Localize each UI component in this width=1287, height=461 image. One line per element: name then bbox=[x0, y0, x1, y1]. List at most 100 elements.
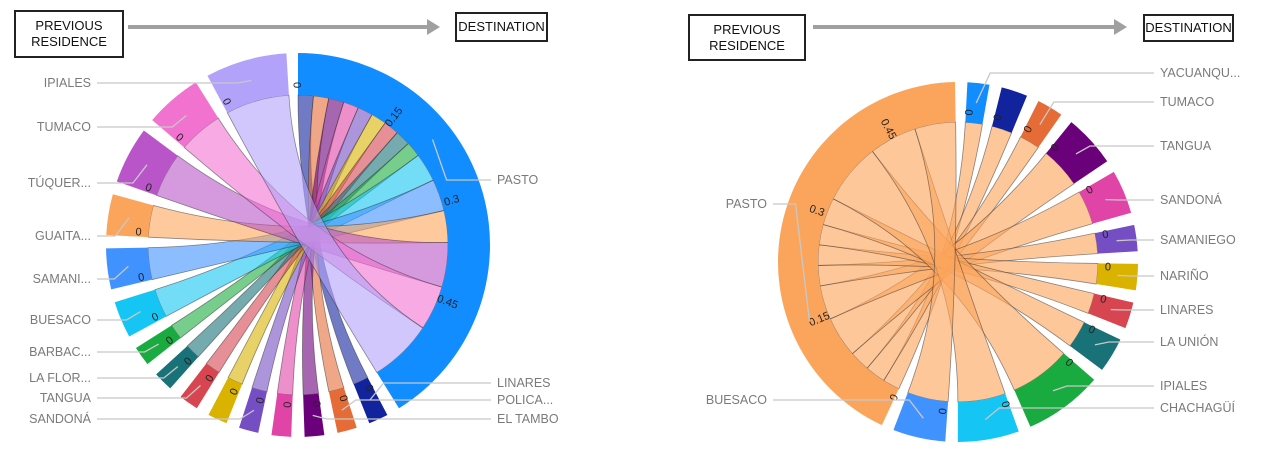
group-arc bbox=[893, 392, 949, 442]
previous-residence-box-left: PREVIOUS RESIDENCE bbox=[14, 10, 124, 58]
label-leader-line bbox=[1075, 145, 1154, 155]
group-label: LA FLOR... bbox=[29, 371, 91, 385]
label-leader-line bbox=[1094, 341, 1154, 346]
group-label: SAMANI... bbox=[33, 272, 91, 286]
group-label: LINARES bbox=[1160, 303, 1214, 317]
label-leader-line bbox=[369, 382, 491, 401]
label-leader-line bbox=[97, 310, 141, 321]
hub-tick-label: 0.3 bbox=[808, 203, 826, 219]
group-label: CHACHAGÜÍ bbox=[1160, 400, 1236, 415]
group-label: LA UNIÓN bbox=[1160, 334, 1218, 349]
label-leader-line bbox=[97, 385, 201, 399]
segment-tick-label: 0 bbox=[143, 181, 153, 194]
group-arc bbox=[114, 289, 167, 337]
segment-tick-label: 0 bbox=[1084, 184, 1095, 197]
label-leader-line bbox=[312, 414, 491, 420]
segment-tick-label: 0 bbox=[937, 408, 950, 415]
group-label: BUESACO bbox=[30, 313, 91, 327]
group-label: BUESACO bbox=[706, 393, 767, 407]
segment-tick-label: 0 bbox=[150, 311, 161, 324]
segment-tick-label: 0 bbox=[1101, 228, 1109, 241]
chord-chart-2: 00.150.30.45000000000000PASTOYACUANQU...… bbox=[706, 66, 1240, 442]
hub-arc-pasto bbox=[778, 82, 956, 426]
group-label: IPIALES bbox=[44, 76, 91, 90]
label-leader-line bbox=[984, 407, 1154, 421]
label-leader-line bbox=[97, 114, 187, 128]
segment-tick-label: 0 bbox=[992, 113, 1005, 122]
label-leader-line bbox=[97, 409, 255, 420]
flow-arrow-right bbox=[813, 19, 1127, 35]
segment-tick-label: 0 bbox=[1022, 124, 1035, 135]
segment-tick-label: 0 bbox=[1105, 261, 1112, 273]
group-arc bbox=[106, 194, 154, 238]
ribbons bbox=[817, 121, 1099, 403]
hub-tick-label: 0 bbox=[888, 393, 901, 404]
segment-tick-label: 0 bbox=[336, 394, 349, 403]
hub-tick-label: 0.3 bbox=[443, 193, 461, 209]
group-label: SANDONÁ bbox=[1160, 192, 1222, 207]
segment-tick-label: 0 bbox=[220, 97, 233, 108]
destination-box-right: DESTINATION bbox=[1143, 14, 1234, 42]
group-arc bbox=[1088, 293, 1134, 329]
group-label: SAMANIEGO bbox=[1160, 233, 1236, 247]
label-leader-line bbox=[97, 343, 159, 353]
label-leader-line bbox=[341, 399, 491, 411]
label-leader-line bbox=[975, 72, 1154, 104]
group-label: YACUANQU... bbox=[1160, 66, 1240, 80]
group-arc bbox=[152, 82, 219, 148]
group-arc bbox=[271, 393, 293, 437]
label-leader-line bbox=[1117, 274, 1154, 277]
ribbons bbox=[147, 94, 449, 396]
group-arc bbox=[965, 82, 990, 125]
segment-tick-label: 0 bbox=[282, 401, 294, 408]
group-label: TANGUA bbox=[40, 391, 92, 405]
group-arc bbox=[1079, 171, 1132, 224]
group-arc bbox=[207, 53, 289, 113]
ribbon-unlabeled bbox=[227, 114, 386, 385]
group-label: POLICA... bbox=[497, 393, 553, 407]
label-leader-line bbox=[773, 399, 924, 419]
ribbon-unlabeled bbox=[276, 101, 359, 396]
group-label: IPIALES bbox=[1160, 379, 1207, 393]
segment-tick-label: 0 bbox=[137, 271, 145, 284]
group-arc bbox=[116, 130, 178, 196]
group-arc bbox=[1020, 100, 1062, 148]
group-arc bbox=[1070, 322, 1121, 370]
hub-arc-pasto bbox=[298, 53, 490, 409]
label-leader-line bbox=[1039, 101, 1154, 125]
group-label: SANDONÁ bbox=[29, 411, 91, 426]
segment-tick-label: 0 bbox=[1086, 323, 1097, 336]
hub-label: PASTO bbox=[497, 173, 538, 187]
group-label: BARBAC... bbox=[29, 345, 91, 359]
hub-tick-label: 0 bbox=[292, 82, 304, 88]
segment-tick-label: 0 bbox=[1099, 293, 1108, 306]
group-arc bbox=[208, 377, 243, 424]
segment-tick-label: 0 bbox=[135, 226, 142, 238]
group-label: EL TAMBO bbox=[497, 412, 559, 426]
hub-label: PASTO bbox=[726, 197, 767, 211]
label-leader-line bbox=[1116, 239, 1154, 242]
group-arc bbox=[106, 247, 153, 290]
group-arc bbox=[1096, 263, 1138, 291]
segment-tick-label: 0 bbox=[254, 396, 267, 405]
group-label: TUMACO bbox=[37, 120, 91, 134]
group-arc bbox=[992, 87, 1028, 133]
label-leader-line bbox=[97, 79, 252, 84]
chord-chart-1: 00.150.30.45000000000000000PASTOLINARESP… bbox=[28, 53, 559, 437]
segment-tick-label: 0 bbox=[362, 383, 375, 394]
ribbon-tumaco bbox=[183, 117, 443, 329]
segment-tick-label: 0 bbox=[963, 109, 975, 116]
group-label: TÚQUER... bbox=[28, 175, 91, 190]
group-label: NARIÑO bbox=[1160, 269, 1209, 283]
label-leader-line bbox=[97, 164, 148, 184]
label-leader-line bbox=[97, 366, 179, 379]
segment-tick-label: 0 bbox=[310, 400, 323, 407]
flow-arrow-left bbox=[128, 19, 440, 35]
previous-residence-box-right: PREVIOUS RESIDENCE bbox=[688, 14, 806, 61]
label-leader-line bbox=[773, 203, 811, 322]
group-label: TANGUA bbox=[1160, 139, 1212, 153]
label-leader-line bbox=[97, 265, 129, 280]
group-label: LINARES bbox=[497, 376, 551, 390]
group-label: TUMACO bbox=[1160, 95, 1214, 109]
label-leader-line bbox=[431, 139, 491, 181]
